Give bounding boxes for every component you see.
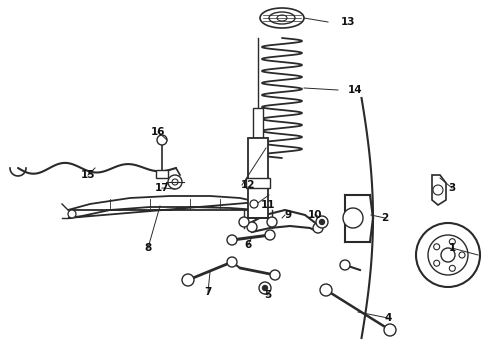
Text: 9: 9	[284, 210, 292, 220]
Text: 2: 2	[381, 213, 389, 223]
Circle shape	[320, 284, 332, 296]
Circle shape	[263, 285, 268, 291]
Circle shape	[227, 257, 237, 267]
Text: 15: 15	[81, 170, 95, 180]
Circle shape	[259, 282, 271, 294]
Circle shape	[316, 216, 328, 228]
Circle shape	[250, 200, 258, 208]
Text: 3: 3	[448, 183, 456, 193]
Text: 14: 14	[348, 85, 362, 95]
Bar	[156, 170, 168, 178]
Bar	[248, 138, 268, 218]
Circle shape	[449, 265, 455, 271]
Text: 4: 4	[384, 313, 392, 323]
Circle shape	[270, 270, 280, 280]
Circle shape	[68, 210, 76, 218]
Polygon shape	[432, 175, 446, 205]
Circle shape	[168, 175, 182, 189]
Text: 7: 7	[204, 287, 212, 297]
Text: 8: 8	[145, 243, 151, 253]
Circle shape	[172, 179, 178, 185]
Circle shape	[343, 208, 363, 228]
Bar	[246, 178, 270, 188]
Circle shape	[265, 230, 275, 240]
Circle shape	[459, 252, 465, 258]
Text: 13: 13	[341, 17, 355, 27]
Bar	[253, 108, 263, 138]
Circle shape	[239, 217, 249, 227]
Text: 6: 6	[245, 240, 252, 250]
Text: 17: 17	[155, 183, 170, 193]
Text: 11: 11	[261, 200, 275, 210]
Circle shape	[441, 248, 455, 262]
Circle shape	[433, 185, 443, 195]
Circle shape	[434, 244, 440, 250]
Text: 16: 16	[151, 127, 165, 137]
Ellipse shape	[260, 8, 304, 28]
Circle shape	[267, 217, 277, 227]
Circle shape	[182, 274, 194, 286]
Ellipse shape	[277, 15, 287, 21]
Circle shape	[428, 235, 468, 275]
Ellipse shape	[269, 12, 295, 24]
Circle shape	[340, 260, 350, 270]
Circle shape	[227, 235, 237, 245]
Text: 12: 12	[241, 180, 255, 190]
Circle shape	[416, 223, 480, 287]
Text: 10: 10	[308, 210, 322, 220]
Circle shape	[434, 260, 440, 266]
Polygon shape	[68, 196, 258, 218]
Circle shape	[313, 223, 323, 233]
Circle shape	[384, 324, 396, 336]
Text: 5: 5	[265, 290, 271, 300]
Circle shape	[247, 222, 257, 232]
Circle shape	[157, 135, 167, 145]
Circle shape	[449, 239, 455, 245]
Text: 1: 1	[448, 243, 456, 253]
Circle shape	[319, 220, 324, 225]
